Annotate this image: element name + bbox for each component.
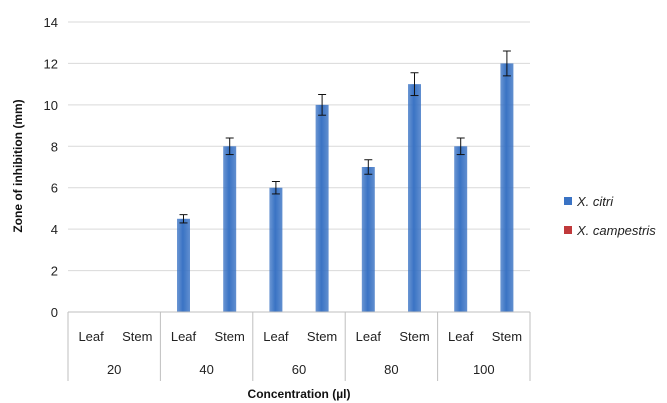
y-tick-label: 12 xyxy=(44,56,58,71)
bar xyxy=(454,146,468,312)
x-subcategory-label: Leaf xyxy=(263,329,289,344)
legend-swatch xyxy=(564,226,572,234)
bar xyxy=(269,187,283,312)
x-subcategory-label: Leaf xyxy=(78,329,104,344)
y-tick-label: 0 xyxy=(51,305,58,320)
y-tick-label: 4 xyxy=(51,222,58,237)
x-subcategory-label: Stem xyxy=(307,329,337,344)
legend-label: X. campestris xyxy=(576,223,656,238)
y-tick-label: 2 xyxy=(51,264,58,279)
x-group-label: 100 xyxy=(473,362,495,377)
x-group-label: 40 xyxy=(199,362,213,377)
x-subcategory-label: Stem xyxy=(122,329,152,344)
x-axis-title: Concentration (µl) xyxy=(248,387,351,401)
bars xyxy=(177,50,514,313)
y-tick-label: 14 xyxy=(44,15,58,30)
x-subcategory-label: Stem xyxy=(399,329,429,344)
bar xyxy=(408,84,421,313)
y-tick-label: 6 xyxy=(51,181,58,196)
y-tick-label: 8 xyxy=(51,139,58,154)
x-axis: Leaf Stem 20 Leaf Stem 40 Leaf Stem 60 Leaf Stem 80… xyxy=(67,311,531,381)
x-subcategory-label: Leaf xyxy=(356,329,382,344)
x-subcategory-label: Stem xyxy=(492,329,522,344)
gridlines xyxy=(68,21,530,313)
bar xyxy=(177,218,190,312)
legend: X. citri X. campestris xyxy=(564,194,656,238)
legend-swatch xyxy=(564,197,572,205)
y-axis-title: Zone of inhibition (mm) xyxy=(11,99,25,232)
bar xyxy=(361,167,375,312)
legend-label: X. citri xyxy=(576,194,614,209)
x-subcategory-label: Stem xyxy=(215,329,245,344)
x-subcategory-label: Leaf xyxy=(171,329,197,344)
x-subcategory-label: Leaf xyxy=(448,329,474,344)
x-group-label: 20 xyxy=(107,362,121,377)
x-group-label: 80 xyxy=(384,362,398,377)
y-tick-label: 10 xyxy=(44,98,58,113)
bar xyxy=(500,63,514,312)
bar xyxy=(223,146,237,312)
bar xyxy=(315,104,329,312)
y-axis-ticks: 0 2 4 6 8 10 12 14 xyxy=(44,15,58,320)
x-group-label: 60 xyxy=(292,362,306,377)
